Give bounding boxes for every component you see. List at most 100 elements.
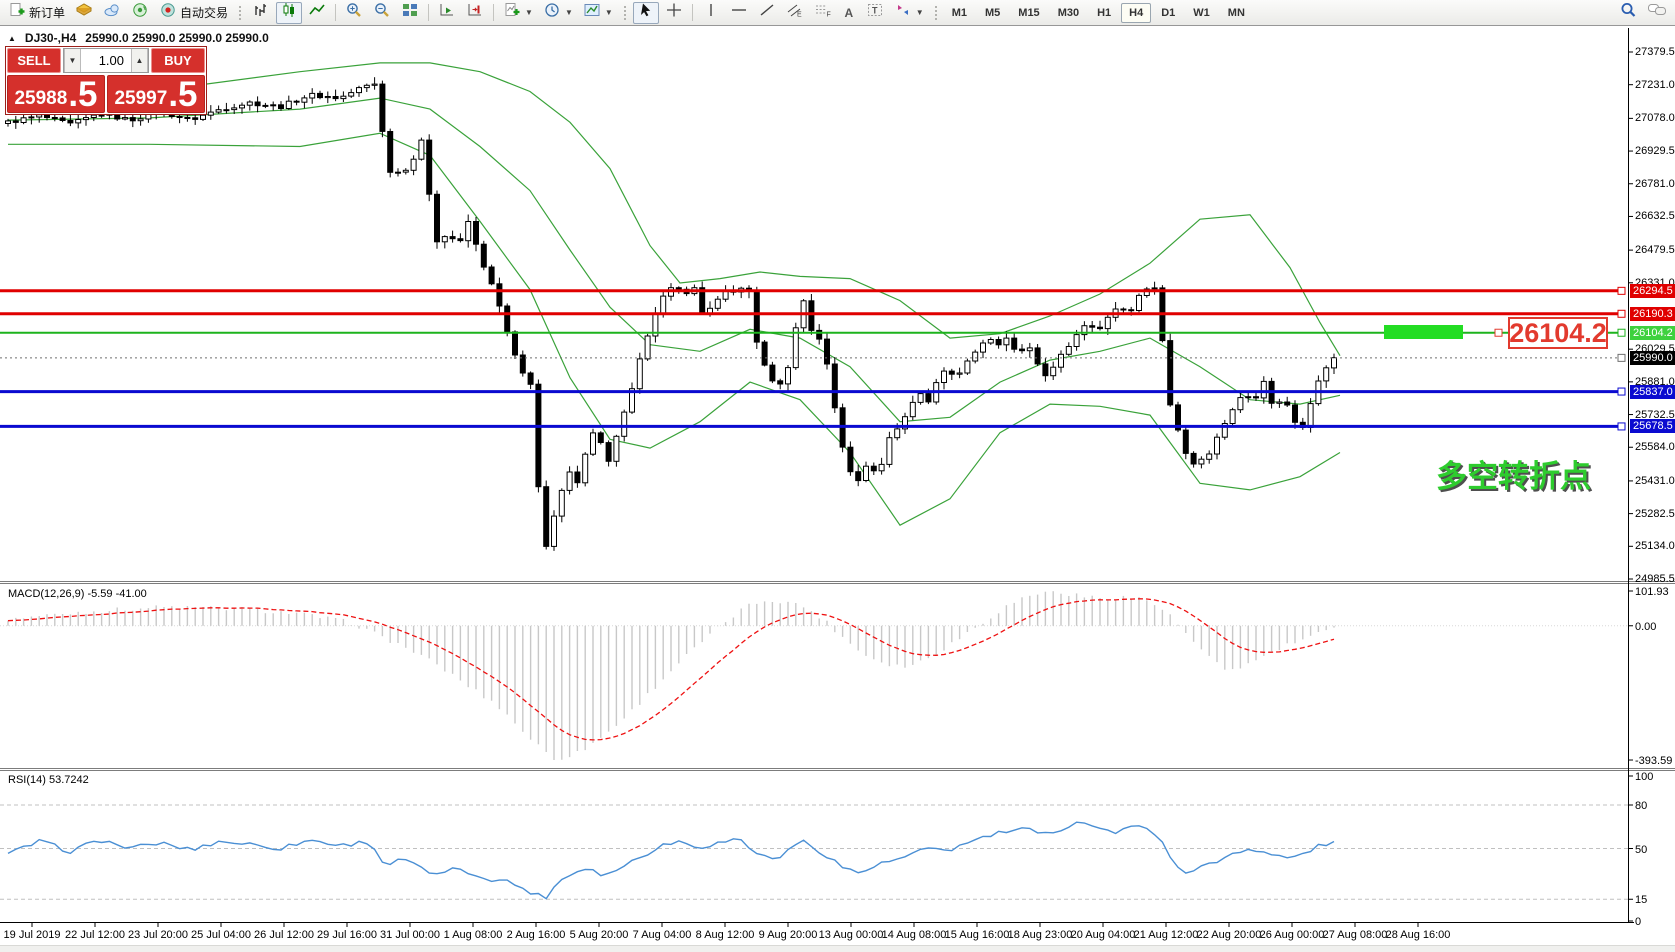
price-tick-label: 24985.5 [1635, 572, 1675, 585]
timeframe-w1-button[interactable]: W1 [1193, 6, 1210, 19]
toolbar-grip [238, 4, 243, 21]
cursor-tool-button[interactable] [632, 1, 659, 24]
signal-icon [131, 2, 149, 23]
zoom-in-button[interactable] [341, 2, 367, 24]
arrows-tool-button[interactable]: ▼ [890, 2, 928, 24]
svg-text:E: E [797, 12, 802, 19]
time-axis-label: 31 Jul 00:00 [380, 929, 440, 941]
price-tag-25990.0: 25990.0 [1630, 350, 1675, 365]
add-indicator-icon [503, 2, 521, 23]
turning-point-note[interactable]: 多空转折点 [1436, 459, 1591, 494]
chat-button[interactable] [1643, 2, 1671, 24]
candles [5, 77, 1337, 551]
channel-tool-button[interactable]: E [782, 2, 808, 24]
price-level-lines[interactable] [0, 286, 1626, 431]
search-button[interactable] [1615, 2, 1641, 24]
chart-shift-button[interactable] [462, 2, 488, 24]
bar-chart-icon [252, 2, 270, 23]
dropdown-arrow-icon: ▼ [564, 8, 573, 17]
macd-signal-line [7, 598, 1335, 741]
timeframe-m15-button[interactable]: M15 [1018, 6, 1040, 19]
macd-axis-label: -393.59 [1635, 755, 1673, 768]
tile-windows-button[interactable] [397, 2, 423, 24]
macd-axis-label: 101.93 [1635, 586, 1669, 598]
lot-decrease-button[interactable]: ▼ [64, 49, 81, 72]
indicators-button[interactable]: ▼ [499, 2, 537, 24]
chart-window-header: ▲ DJ30-,H4 25990.0 25990.0 25990.0 25990… [8, 31, 269, 45]
price-tick-label: 25282.5 [1635, 507, 1675, 520]
crosshair-tool-button[interactable] [661, 2, 687, 24]
timeframe-h1-button[interactable]: H1 [1097, 6, 1112, 19]
fibonacci-tool-button[interactable]: F [810, 2, 836, 24]
clock-icon [543, 2, 561, 23]
time-axis-label: 1 Aug 08:00 [443, 929, 503, 941]
vertical-line-tool-button[interactable] [698, 2, 724, 24]
timeframe-h4-button[interactable]: H4 [1121, 2, 1152, 23]
autotrading-button[interactable]: 自动交易 [155, 2, 232, 24]
price-tag-25678.5: 25678.5 [1630, 419, 1675, 434]
macd-indicator-label: MACD(12,26,9) -5.59 -41.00 [8, 588, 147, 600]
candlestick-icon [280, 2, 298, 23]
equidistant-channel-icon: E [786, 2, 804, 23]
text-tool-button[interactable]: A [838, 2, 860, 24]
time-axis-label: 19 Jul 2019 [3, 929, 61, 941]
toolbar-separator [691, 4, 693, 21]
lot-value-field[interactable]: 1.00 [98, 53, 124, 68]
lot-increase-button[interactable]: ▲ [131, 49, 148, 72]
price-callout-label[interactable]: 26104.2 [1508, 317, 1608, 349]
timeframe-m5-button[interactable]: M5 [985, 6, 1001, 19]
timeframe-m30-button[interactable]: M30 [1057, 6, 1080, 19]
toolbar-grip [933, 4, 938, 21]
toolbar-separator [335, 4, 337, 21]
price-tick-label: 26781.0 [1635, 177, 1675, 190]
toolbar-separator [428, 4, 430, 21]
sell-price-main: 25988 [14, 88, 68, 109]
price-tick-label: 25431.0 [1635, 474, 1675, 487]
templates-button[interactable]: ▼ [579, 2, 617, 24]
trendline-tool-button[interactable] [754, 2, 780, 24]
price-tag-26104.2: 26104.2 [1630, 325, 1675, 340]
buy-price-button[interactable]: 25997 .5 [107, 75, 205, 113]
price-tick-label: 25732.5 [1635, 408, 1675, 421]
crosshair-icon [665, 2, 683, 23]
dropdown-arrow-icon: ▼ [915, 8, 924, 17]
chart-shift-icon [466, 2, 484, 23]
tile-windows-icon [401, 2, 419, 23]
community-button[interactable] [99, 2, 125, 24]
time-axis-label: 7 Aug 04:00 [632, 929, 692, 941]
autotrading-label: 自动交易 [180, 6, 229, 20]
bar-chart-mode-button[interactable] [248, 2, 274, 24]
collapse-triangle-icon[interactable]: ▲ [8, 33, 16, 43]
new-order-icon [8, 2, 26, 23]
price-tick-label: 25134.0 [1635, 540, 1675, 553]
new-order-button[interactable]: 新订单 [4, 2, 69, 24]
sell-button[interactable]: SELL [7, 48, 61, 73]
dropdown-arrow-icon: ▼ [604, 8, 613, 17]
timeframe-m1-button[interactable]: M1 [951, 6, 967, 19]
rsi-axis-label: 15 [1635, 894, 1648, 907]
line-chart-mode-button[interactable] [304, 2, 330, 24]
main-toolbar: 新订单 自动交易 [0, 0, 1675, 26]
sell-price-button[interactable]: 25988 .5 [7, 75, 105, 113]
periods-button[interactable]: ▼ [539, 2, 577, 24]
timeframe-d1-button[interactable]: D1 [1161, 6, 1176, 19]
auto-scroll-button[interactable] [434, 2, 460, 24]
buy-button[interactable]: BUY [151, 48, 205, 73]
time-axis-label: 15 Aug 16:00 [944, 929, 1010, 941]
autotrading-icon [159, 2, 177, 23]
timeframe-mn-button[interactable]: MN [1227, 6, 1245, 19]
zoom-out-button[interactable] [369, 2, 395, 24]
line-chart-icon [308, 2, 326, 23]
horizontal-line-tool-button[interactable] [726, 2, 752, 24]
time-axis-label: 28 Aug 16:00 [1385, 929, 1451, 941]
lot-stepper: ▼ 1.00 ▲ [63, 48, 149, 73]
candlestick-mode-button[interactable] [276, 1, 303, 24]
market-watch-button[interactable] [71, 2, 97, 24]
signals-button[interactable] [127, 2, 153, 24]
green-highlight-rectangle[interactable] [1384, 325, 1463, 339]
price-tick-label: 27231.0 [1635, 78, 1675, 91]
rsi-axis-label: 50 [1635, 843, 1648, 856]
text-label-tool-button[interactable]: T [862, 2, 888, 24]
auto-scroll-icon [438, 2, 456, 23]
